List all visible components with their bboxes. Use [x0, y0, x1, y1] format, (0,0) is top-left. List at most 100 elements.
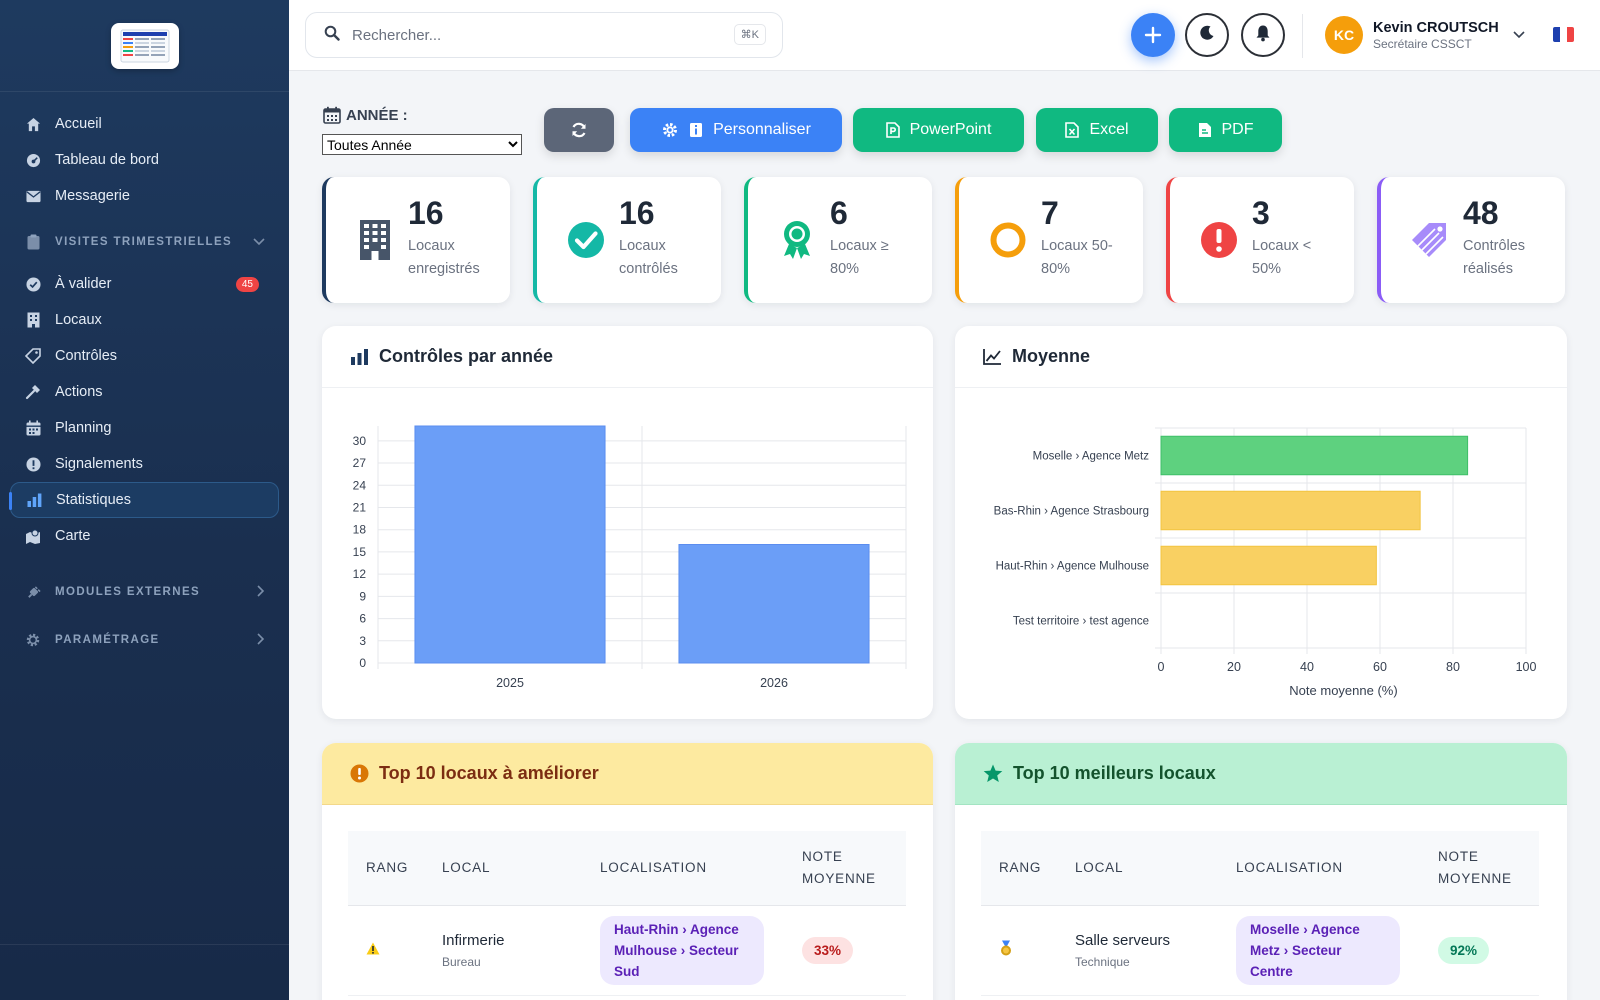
plug-icon: [24, 583, 42, 601]
app-logo[interactable]: [110, 22, 179, 69]
sidebar-item-planning[interactable]: Planning: [10, 410, 279, 446]
star-icon: [983, 764, 1013, 783]
add-button[interactable]: [1131, 13, 1175, 57]
kpi-label: Locaux < 50%: [1252, 238, 1312, 277]
col-note-label: NOTE MOYENNE: [1438, 848, 1512, 886]
sidebar-item-locaux[interactable]: Locaux: [10, 302, 279, 338]
medal-icon: [999, 940, 1013, 960]
kpi-value: 7: [1041, 195, 1059, 231]
local-name: Salle serveurs: [1075, 931, 1171, 949]
sidebar-item-statistiques[interactable]: Statistiques: [9, 482, 279, 518]
sidebar-item-label: Statistiques: [56, 492, 131, 508]
calendar-icon: [24, 419, 42, 437]
table-header-row: RANG LOCAL LOCALISATION NOTE MOYENNE: [981, 831, 1539, 906]
map-icon: [24, 527, 42, 545]
sidebar-nav: Accueil Tableau de bord Messagerie VISIT…: [0, 92, 289, 660]
sidebar-item-label: Locaux: [55, 312, 102, 328]
sidebar-item-carte[interactable]: Carte: [10, 518, 279, 554]
local-cell: Salle serveurs Technique: [1057, 905, 1218, 996]
kpi-label: Locaux contrôlés: [619, 238, 678, 277]
refresh-icon: [570, 121, 588, 139]
bar: [1160, 545, 1377, 586]
export-excel-button[interactable]: Excel: [1036, 108, 1158, 152]
y-tick-label: 15: [353, 545, 367, 559]
exclamation-circle-icon: [350, 764, 379, 783]
controls-per-year-panel: Contrôles par année 0 3 6 9 12 15 18 21 24 27 30 20…: [322, 326, 933, 719]
sidebar-item-messagerie[interactable]: Messagerie: [10, 178, 279, 214]
powerpoint-file-icon: [885, 122, 910, 138]
check-circle-icon: [24, 275, 42, 293]
kpi-card-controles-realises: 48 Contrôles réalisés: [1377, 177, 1565, 303]
check-circle-icon: [565, 219, 607, 261]
sidebar-item-tableau-de-bord[interactable]: Tableau de bord: [10, 142, 279, 178]
notifications-button[interactable]: [1241, 13, 1285, 57]
sidebar-item-a-valider[interactable]: À valider 45: [10, 266, 279, 302]
search-shortcut-hint: ⌘K: [733, 24, 766, 45]
sidebar: Accueil Tableau de bord Messagerie VISIT…: [0, 0, 289, 1000]
table-row[interactable]: Salle serveurs Technique Moselle › Agence…: [981, 905, 1539, 996]
section-label: MODULES EXTERNES: [55, 586, 201, 598]
col-note-label: NOTE MOYENNE: [802, 848, 876, 886]
local-cell: Infirmerie Bureau: [424, 905, 582, 996]
building-icon: [24, 311, 42, 329]
col-localisation: LOCALISATION: [582, 831, 784, 906]
sidebar-item-accueil[interactable]: Accueil: [10, 106, 279, 142]
location-cell: Moselle › Agence Metz › Secteur Centre: [1218, 905, 1420, 996]
kpi-label: Locaux enregistrés: [408, 238, 480, 277]
sidebar-item-signalements[interactable]: Signalements: [10, 446, 279, 482]
x-tick-label: 80: [1446, 660, 1460, 674]
y-tick-label: 18: [353, 523, 367, 537]
sidebar-item-label: Accueil: [55, 116, 102, 132]
chevron-down-icon: [253, 235, 265, 249]
dark-mode-toggle[interactable]: [1185, 13, 1229, 57]
search-input[interactable]: [352, 26, 722, 44]
refresh-button[interactable]: [544, 108, 614, 152]
search-box[interactable]: ⌘K: [305, 12, 783, 58]
user-menu[interactable]: KC Kevin CROUTSCH Secrétaire CSSCT: [1325, 16, 1525, 54]
chevron-right-icon: [257, 584, 265, 600]
hammer-icon: [24, 383, 42, 401]
excel-label: Excel: [1089, 121, 1129, 138]
y-tick-label: Moselle › Agence Metz: [1033, 451, 1150, 463]
avatar: KC: [1325, 16, 1363, 54]
local-type: Technique: [1075, 954, 1130, 969]
kpi-label: Contrôles réalisés: [1463, 238, 1526, 277]
y-tick-label: Bas-Rhin › Agence Strasbourg: [994, 506, 1149, 518]
location-cell: Haut-Rhin › Agence Mulhouse › Secteur Su…: [582, 905, 784, 996]
logo-area: [0, 0, 289, 92]
sidebar-item-label: À valider: [55, 276, 112, 292]
calendar-icon: [323, 106, 341, 124]
rank-cell: [348, 905, 424, 996]
year-select[interactable]: Toutes Année: [322, 134, 522, 155]
panel-header: Contrôles par année: [322, 326, 933, 388]
y-tick-label: 27: [353, 456, 367, 470]
section-modules-externes[interactable]: MODULES EXTERNES: [10, 572, 279, 612]
local-type: Bureau: [442, 954, 481, 969]
sidebar-item-label: Signalements: [55, 456, 143, 472]
y-tick-label: Haut-Rhin › Agence Mulhouse: [996, 561, 1149, 573]
panel-header: Top 10 meilleurs locaux: [955, 743, 1567, 805]
sidebar-item-actions[interactable]: Actions: [10, 374, 279, 410]
kpi-card-locaux-50-80: 7 Locaux 50-80%: [955, 177, 1143, 303]
export-powerpoint-button[interactable]: PowerPoint: [853, 108, 1024, 152]
table-row[interactable]: Infirmerie Bureau Haut-Rhin › Agence Mulh…: [348, 905, 906, 996]
language-flag-fr-icon[interactable]: [1553, 27, 1574, 42]
tags-icon: [1409, 219, 1451, 261]
note-cell: 33%: [784, 905, 906, 996]
location-badge: Moselle › Agence Metz › Secteur Centre: [1236, 915, 1400, 985]
gear-icon: [24, 631, 42, 649]
section-parametrage[interactable]: PARAMÉTRAGE: [10, 620, 279, 660]
sidebar-item-label: Actions: [55, 384, 103, 400]
y-tick-label: 30: [353, 434, 367, 448]
customize-button[interactable]: Personnaliser: [630, 108, 842, 152]
col-note: NOTE MOYENNE: [1420, 831, 1539, 906]
section-label: VISITES TRIMESTRIELLES: [55, 236, 233, 248]
section-visites-trimestrielles[interactable]: VISITES TRIMESTRIELLES: [10, 222, 279, 262]
y-tick-label: 21: [353, 500, 367, 514]
sidebar-item-controles[interactable]: Contrôles: [10, 338, 279, 374]
sidebar-item-label: Planning: [55, 420, 112, 436]
export-pdf-button[interactable]: PDF: [1169, 108, 1282, 152]
y-tick-label: 0: [359, 656, 366, 670]
sidebar-item-label: Tableau de bord: [55, 152, 159, 168]
topbar: ⌘K KC Kevin CROUTSCH Secrétaire CSSCT: [289, 0, 1600, 71]
